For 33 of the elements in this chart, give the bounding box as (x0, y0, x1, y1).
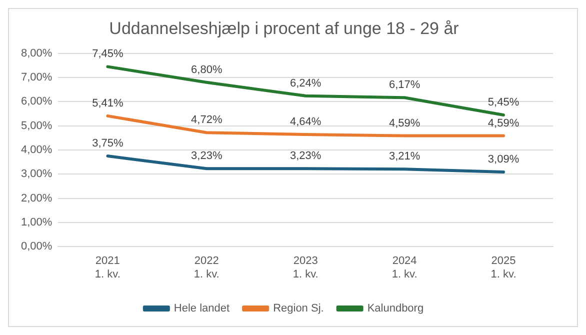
data-label: 3,21% (388, 150, 420, 163)
x-tick-label: 2025 1. kv. (490, 255, 516, 280)
data-label: 6,24% (290, 77, 322, 90)
legend-label: Region Sj. (273, 302, 324, 315)
data-label: 4,64% (290, 116, 322, 128)
chart-title: Uddannelseshjælp i procent af unge 18 - 29 år (109, 18, 460, 38)
data-label: 3,23% (191, 150, 222, 162)
x-tick-label: 2024 1. kv. (392, 255, 418, 280)
y-tick-label: 4,00% (20, 144, 52, 156)
data-label: 4,59% (388, 117, 420, 130)
data-label: 7,45% (92, 48, 124, 60)
legend-label: Kalundborg (367, 302, 424, 315)
data-label: 5,45% (488, 96, 520, 109)
data-label: 4,59% (488, 117, 520, 130)
y-tick-label: 8,00% (20, 47, 52, 60)
data-label: 5,41% (92, 97, 124, 110)
x-tick-label: 2021 1. kv. (94, 255, 120, 280)
legend-label: Hele landet (174, 302, 230, 315)
y-tick-label: 6,00% (20, 96, 52, 108)
data-label: 6,17% (388, 79, 420, 92)
y-tick-label: 7,00% (20, 72, 52, 84)
data-label: 6,80% (191, 64, 222, 76)
y-tick-label: 0,00% (20, 240, 52, 253)
y-tick-label: 1,00% (20, 216, 52, 228)
data-label: 3,23% (290, 150, 322, 162)
x-tick-label: 2023 1. kv. (292, 255, 318, 280)
x-tick-label: 2022 1. kv. (194, 255, 220, 280)
data-label: 4,72% (191, 114, 222, 126)
data-label: 3,75% (92, 138, 124, 150)
y-tick-label: 3,00% (20, 168, 52, 180)
data-label: 3,09% (488, 154, 520, 166)
y-tick-label: 2,00% (20, 192, 52, 204)
y-tick-label: 5,00% (20, 120, 52, 132)
